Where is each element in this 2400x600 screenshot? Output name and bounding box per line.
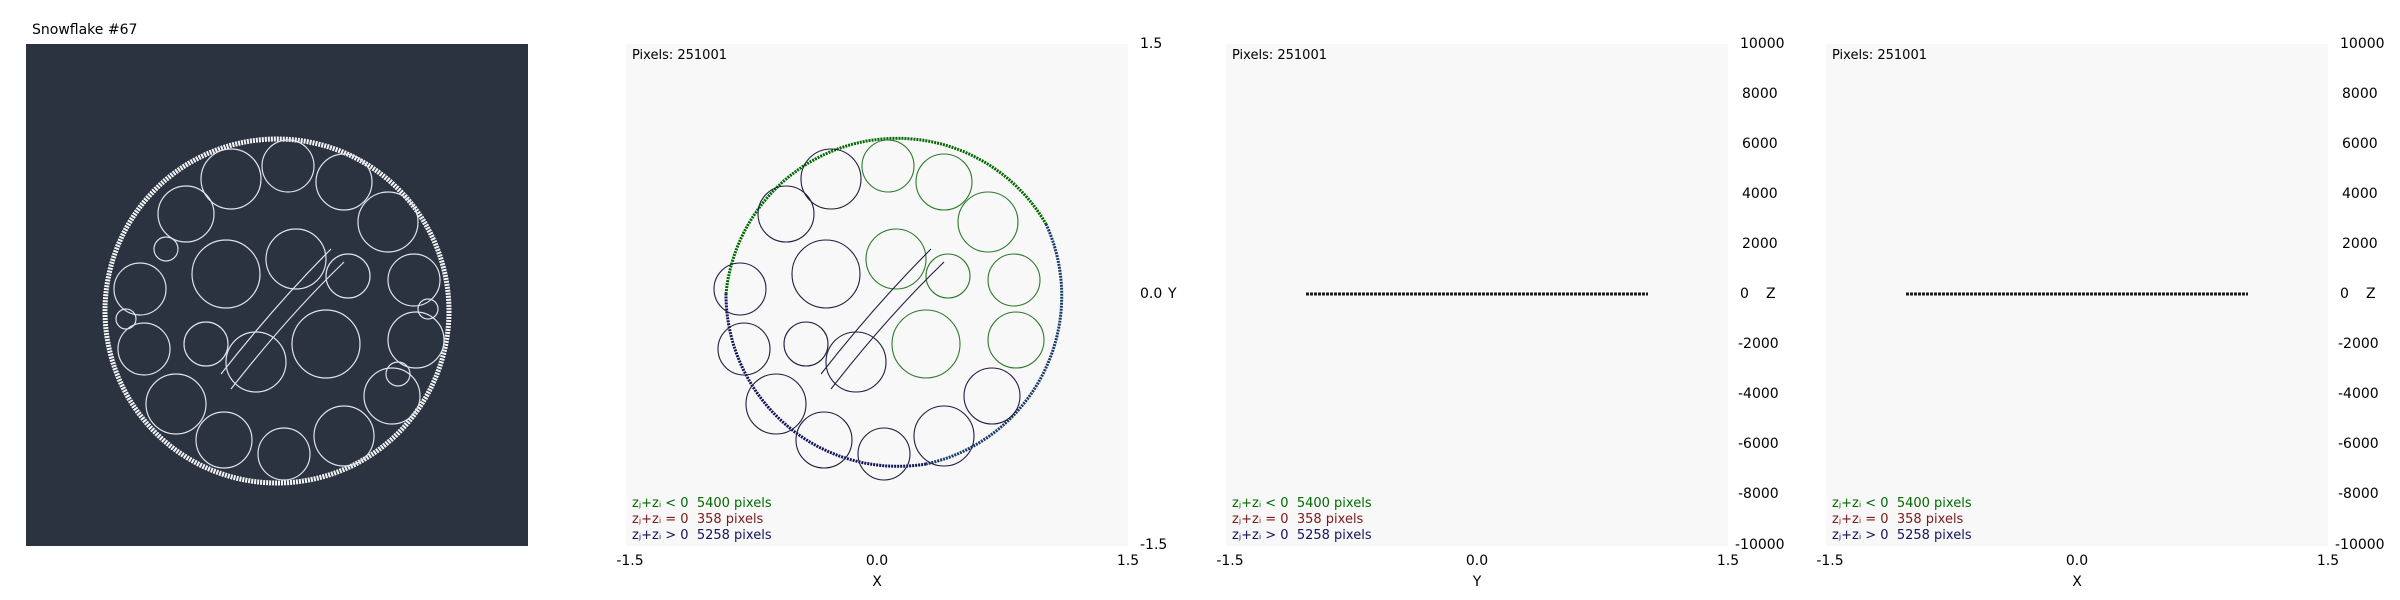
z-tick: -2000 — [2338, 336, 2379, 352]
z-tick: 4000 — [2342, 186, 2378, 202]
x-tick: -1.5 — [1816, 553, 1844, 569]
xz-plot: Pixels: 251001 zⱼ+zᵢ < 0 5400 pixels zⱼ+… — [1826, 44, 2328, 546]
cells-green — [861, 139, 1045, 379]
z-tick: 6000 — [1742, 136, 1778, 152]
legend-neg: zⱼ+zᵢ < 0 5400 pixels — [632, 496, 772, 511]
xz-line-svg — [1906, 292, 2248, 296]
z-tick: -8000 — [2338, 486, 2379, 502]
x-tick: -1.5 — [1216, 553, 1244, 569]
legend-zero: zⱼ+zᵢ = 0 358 pixels — [1832, 512, 1964, 527]
z-tick: 10000 — [2340, 36, 2385, 52]
y-tick: 1.5 — [1140, 36, 1163, 52]
z-tick: -6000 — [2338, 436, 2379, 452]
z-tick: -6000 — [1738, 436, 1779, 452]
boundary-pos — [724, 293, 927, 468]
x-tick: 1.5 — [2316, 553, 2340, 569]
y-tick: -1.5 — [1140, 537, 1168, 553]
z-tick: 8000 — [1742, 86, 1778, 102]
y-axis-label: Y — [1168, 286, 1177, 302]
pixels-label: Pixels: 251001 — [1832, 48, 1927, 63]
legend-zero: zⱼ+zᵢ = 0 358 pixels — [1232, 512, 1364, 527]
x-axis-label: Y — [1472, 574, 1482, 590]
fractal-cells — [113, 139, 445, 481]
z-tick: 0 — [1740, 286, 1749, 302]
x-axis-label: X — [872, 574, 882, 590]
z-tick: -8000 — [1738, 486, 1779, 502]
z-tick: -10000 — [1735, 537, 1785, 553]
z-axis-label: Z — [1766, 286, 1776, 302]
fractal-outer-boundary — [102, 136, 452, 486]
yz-line-svg — [1306, 292, 1648, 296]
main-title: Snowflake #67 — [32, 22, 138, 38]
legend-pos: zⱼ+zᵢ > 0 5258 pixels — [1232, 528, 1372, 543]
x-axis-label: X — [2072, 574, 2082, 590]
main-fractal-view — [26, 44, 528, 546]
legend: zⱼ+zᵢ < 0 5400 pixels zⱼ+zᵢ = 0 358 pixe… — [1232, 496, 1372, 544]
xy-fractal-svg — [713, 136, 1064, 481]
x-tick: 1.5 — [1716, 553, 1740, 569]
legend-pos: zⱼ+zᵢ > 0 5258 pixels — [1832, 528, 1972, 543]
legend-pos: zⱼ+zᵢ > 0 5258 pixels — [632, 528, 772, 543]
boundary-neg — [724, 136, 1048, 295]
pixels-label: Pixels: 251001 — [632, 48, 727, 63]
x-tick: 0.0 — [2065, 553, 2089, 569]
z-tick: 2000 — [1742, 236, 1778, 252]
legend-zero: zⱼ+zᵢ = 0 358 pixels — [632, 512, 764, 527]
legend: zⱼ+zᵢ < 0 5400 pixels zⱼ+zᵢ = 0 358 pixe… — [1832, 496, 1972, 544]
main-fractal-svg — [102, 136, 452, 486]
xy-plot: Pixels: 251001 zⱼ+zᵢ < 0 5400 pixels zⱼ+… — [626, 44, 1128, 546]
z-tick: 0 — [2340, 286, 2349, 302]
z-tick: 10000 — [1740, 36, 1785, 52]
x-tick: -1.5 — [616, 553, 644, 569]
z-tick: 2000 — [2342, 236, 2378, 252]
x-tick: 0.0 — [865, 553, 889, 569]
boundary-mid — [925, 223, 1064, 466]
legend-neg: zⱼ+zᵢ < 0 5400 pixels — [1832, 496, 1972, 511]
x-tick: 1.5 — [1116, 553, 1140, 569]
legend: zⱼ+zᵢ < 0 5400 pixels zⱼ+zᵢ = 0 358 pixe… — [632, 496, 772, 544]
cells-dark — [713, 148, 1021, 481]
z-tick: -2000 — [1738, 336, 1779, 352]
z-tick: 6000 — [2342, 136, 2378, 152]
z-axis-label: Z — [2366, 286, 2376, 302]
legend-neg: zⱼ+zᵢ < 0 5400 pixels — [1232, 496, 1372, 511]
yz-plot: Pixels: 251001 zⱼ+zᵢ < 0 5400 pixels zⱼ+… — [1226, 44, 1728, 546]
x-tick: 0.0 — [1465, 553, 1489, 569]
z-tick: -10000 — [2335, 537, 2385, 553]
pixels-label: Pixels: 251001 — [1232, 48, 1327, 63]
y-tick: 0.0 — [1140, 286, 1163, 302]
z-tick: 4000 — [1742, 186, 1778, 202]
z-tick: 8000 — [2342, 86, 2378, 102]
z-tick: -4000 — [2338, 386, 2379, 402]
z-tick: -4000 — [1738, 386, 1779, 402]
